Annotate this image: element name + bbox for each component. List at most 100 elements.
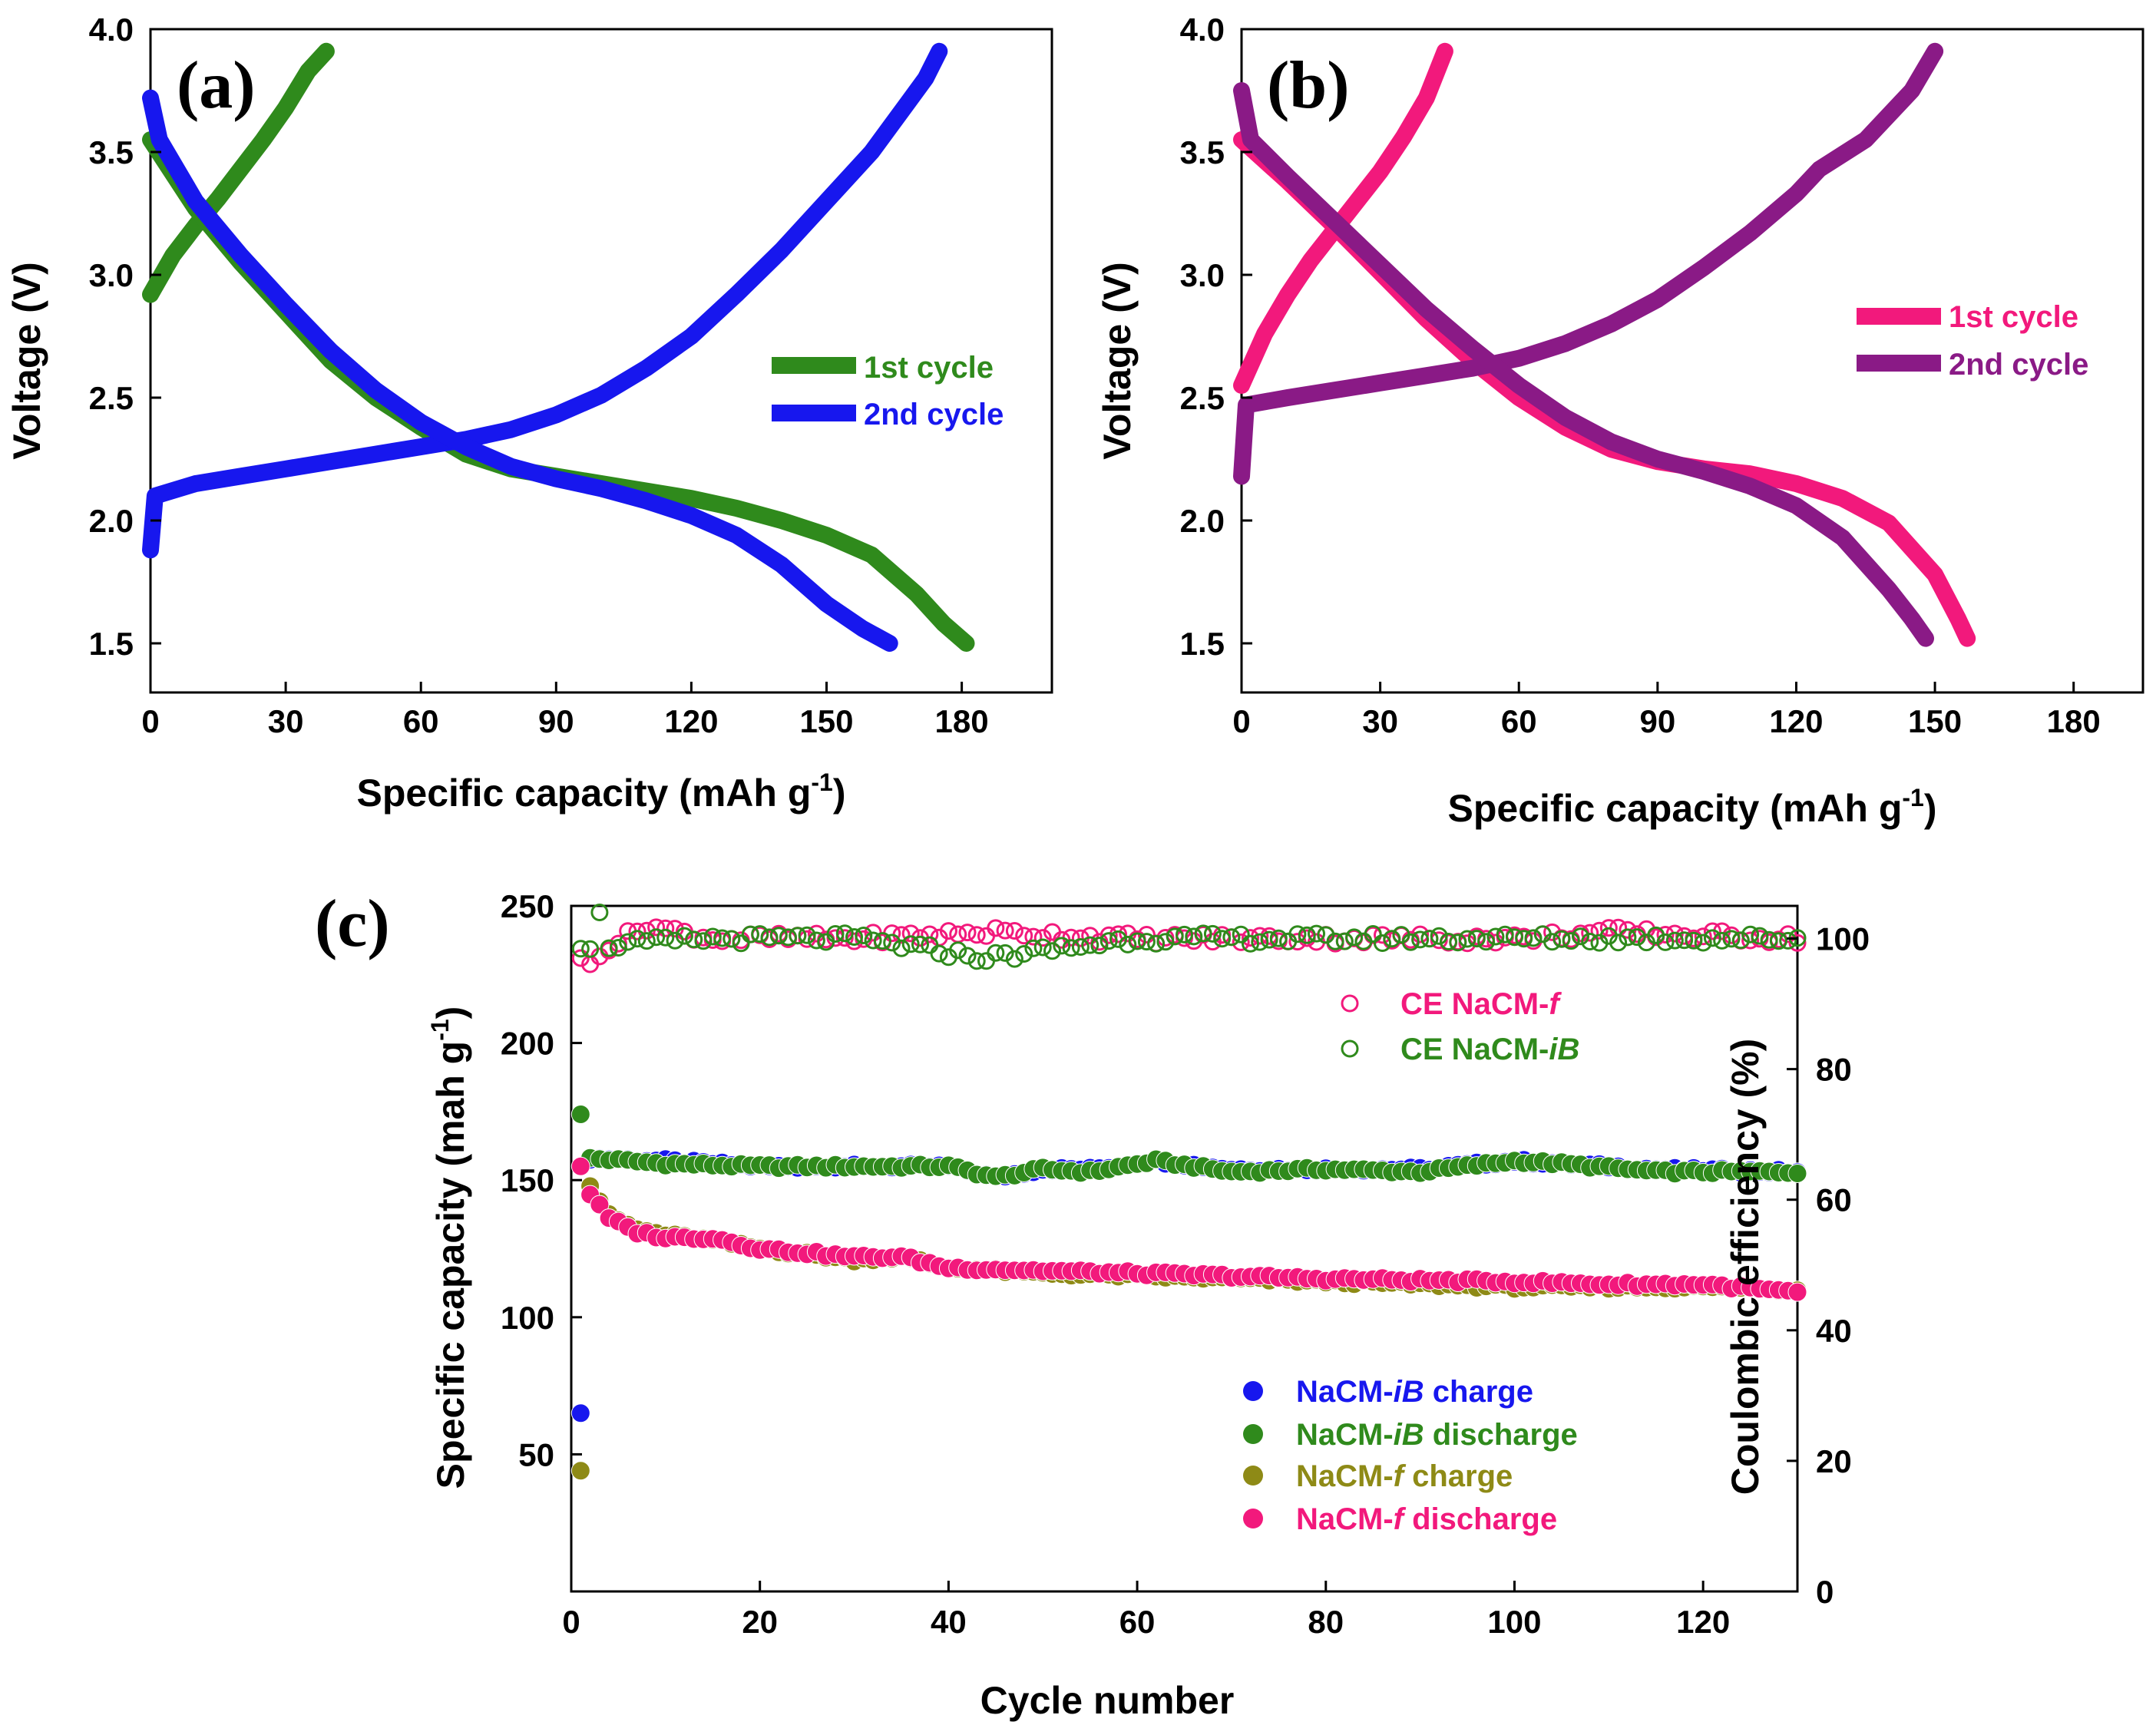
legend-label-ce-f: CE NaCM-f [1400, 987, 1562, 1021]
panel-c-y-tick-label: 50 [518, 1436, 554, 1472]
panel-b-y-tick-label: 4.0 [1180, 12, 1225, 48]
point-ce-nacm-ib [1071, 938, 1090, 956]
point-ce-nacm-ib [949, 941, 967, 960]
legend-marker-f-charge [1243, 1466, 1263, 1485]
panel-c-y-ticks: 50 100 150 200 250 [501, 888, 582, 1472]
panel-c-x-tick-label: 100 [1487, 1604, 1541, 1640]
panel-c-y-right-tick-label: 80 [1816, 1052, 1852, 1088]
point-ce-nacm-ib [1713, 931, 1731, 950]
point-ce-nacm-ib [703, 927, 722, 946]
panel-b-series-1-charge-curve [1233, 42, 1453, 394]
point-ce-nacm-f [901, 924, 920, 943]
point-ce-nacm-ib [609, 939, 627, 957]
point-nacm-ib-discharge [1787, 1164, 1807, 1183]
point-ce-nacm-f [1033, 929, 1052, 947]
point-ce-nacm-ib [1430, 927, 1448, 945]
legend-label-ib-discharge: NaCM-iB discharge [1296, 1418, 1578, 1452]
point-ce-nacm-ib [1308, 924, 1325, 943]
point-ce-nacm-ib [835, 924, 854, 943]
point-ce-nacm-ib [1166, 927, 1184, 946]
point-ce-nacm-ib [987, 944, 1005, 962]
point-ce-nacm-ib [619, 933, 637, 951]
panel-a-x-tick-label: 150 [799, 703, 853, 739]
panel-b-x-ticks: 0 30 60 90 120 150 180 [1232, 682, 2101, 739]
point-ce-nacm-ib [1411, 930, 1430, 949]
panel-a-x-tick-label: 0 [141, 703, 159, 739]
point-ce-nacm-ib [1449, 934, 1467, 952]
panel-c: 0 20 40 60 80 100 120 50 100 150 200 250 0 20 40 60 80… [315, 887, 1870, 1722]
point-ce-nacm-ib [1401, 933, 1420, 951]
point-ce-nacm-ib [1553, 930, 1571, 948]
point-ce-nacm-ib [1194, 924, 1212, 943]
panel-c-x-ticks: 0 20 40 60 80 100 120 [562, 1581, 1730, 1640]
point-ce-nacm-ib [1383, 930, 1401, 948]
point-ce-nacm-ib [741, 925, 759, 944]
point-ce-nacm-ib [1572, 927, 1589, 946]
point-ce-nacm-f [1694, 927, 1712, 946]
point-ce-nacm-ib [1345, 928, 1364, 947]
point-ce-nacm-f [1081, 927, 1099, 945]
point-ce-nacm-ib [1222, 928, 1241, 947]
point-ce-nacm-ib [1769, 932, 1787, 950]
point-ce-nacm-ib [883, 934, 901, 952]
point-ce-nacm-f [939, 922, 957, 940]
panel-c-y-tick-label: 250 [501, 888, 554, 924]
panel-c-y-axis-title: Specific capacity (mah g-1) [426, 1006, 472, 1489]
panel-c-y-right-tick-label: 60 [1816, 1182, 1852, 1218]
point-ce-nacm-ib [723, 930, 741, 948]
panel-c-x-tick-label: 120 [1676, 1604, 1730, 1640]
panel-a-x-ticks: 0 30 60 90 120 150 180 [141, 682, 989, 739]
point-ce-nacm-ib [1703, 929, 1721, 947]
panel-c-points [570, 904, 1807, 1481]
point-ce-nacm-f [1005, 922, 1023, 940]
point-ce-nacm-ib [656, 928, 675, 947]
panel-b-y-tick-label: 1.5 [1180, 626, 1225, 662]
panel-a-y-tick-label: 4.0 [89, 12, 134, 48]
point-ce-nacm-ib [713, 929, 732, 947]
point-ce-nacm-ib [1062, 939, 1080, 957]
panel-a-y-tick-label: 3.0 [89, 257, 134, 293]
panel-a-y-tick-label: 2.5 [89, 380, 134, 416]
point-ce-nacm-ib [647, 928, 666, 947]
point-ce-nacm-ib [1005, 950, 1023, 968]
point-ce-nacm-ib [1628, 928, 1646, 947]
point-ce-nacm-ib [1176, 925, 1193, 944]
panel-c-x-tick-label: 40 [931, 1604, 967, 1640]
point-ce-nacm-ib [1524, 929, 1543, 947]
legend-marker-f-discharge [1243, 1509, 1263, 1528]
point-ce-nacm-ib [892, 939, 911, 957]
panel-b-x-axis-title: Specific capacity (mAh g-1) [1448, 784, 1937, 830]
panel-a-legend-label-1st: 1st cycle [864, 351, 994, 385]
panel-a-label: (a) [177, 48, 256, 123]
point-ce-nacm-ib [675, 927, 693, 945]
point-ce-nacm-ib [1015, 945, 1033, 963]
panel-c-y-right-tick-label: 40 [1816, 1313, 1852, 1349]
point-ce-nacm-f [1015, 927, 1033, 945]
point-ce-nacm-f [1024, 927, 1043, 946]
point-ce-nacm-ib [1260, 930, 1278, 949]
point-ce-nacm-f [967, 926, 986, 944]
panel-b-x-tick-label: 150 [1908, 703, 1962, 739]
legend-label-ce-ib: CE NaCM-iB [1400, 1033, 1579, 1066]
point-ce-nacm-ib [1609, 934, 1628, 952]
point-nacm-f-charge [570, 1461, 590, 1481]
panel-a-y-ticks: 1.5 2.0 2.5 3.0 3.5 4.0 [89, 12, 161, 662]
point-ce-nacm-ib [637, 932, 656, 950]
panel-b-series-2-discharge-curve [1233, 82, 1934, 647]
point-ce-nacm-ib [1477, 933, 1496, 951]
legend-marker-ce-ib [1341, 1039, 1359, 1058]
point-ce-nacm-f [921, 925, 939, 944]
point-ce-nacm-ib [1033, 938, 1052, 957]
panel-a-y-axis-title: Voltage (V) [5, 262, 48, 459]
point-ce-nacm-f [1590, 921, 1609, 940]
point-ce-nacm-f [1232, 933, 1250, 951]
point-ce-nacm-ib [1675, 931, 1694, 950]
panel-c-x-axis-title: Cycle number [980, 1679, 1235, 1722]
point-ce-nacm-ib [1562, 932, 1580, 950]
point-ce-nacm-ib [1288, 925, 1307, 944]
legend-marker-ib-discharge [1243, 1424, 1263, 1444]
panel-a-series-2-discharge-curve [142, 89, 898, 652]
panel-b-series-2-charge-curve [1233, 42, 1944, 485]
point-ce-nacm-ib [1741, 925, 1760, 944]
